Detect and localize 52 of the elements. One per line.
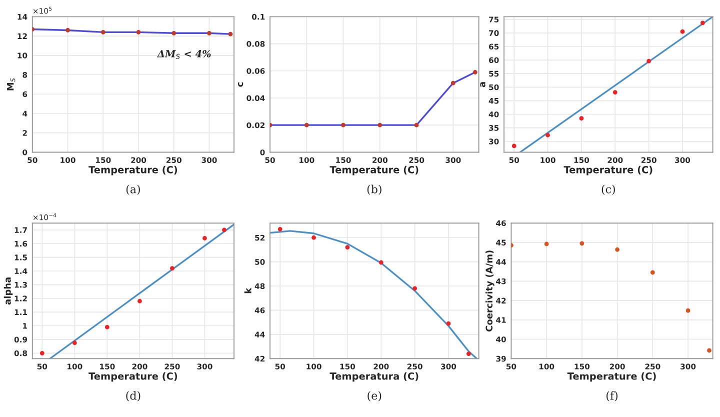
point [546, 132, 550, 138]
y-axis-title: k [244, 288, 252, 294]
text: (c) [602, 184, 615, 195]
point [412, 286, 418, 291]
point [345, 245, 350, 250]
point [138, 298, 142, 304]
point [304, 122, 309, 128]
point [646, 58, 652, 64]
point [312, 235, 316, 240]
x-axis-title: Temperatura (C) [330, 372, 418, 382]
x-axis-title: Temperature (C) [330, 166, 418, 176]
x-axis-title: Temperature (C) [564, 166, 652, 176]
point [680, 29, 685, 34]
point [341, 122, 346, 128]
point [615, 247, 620, 252]
annotation: ΔM$_{S}$ < 4% [156, 50, 211, 59]
point [466, 352, 471, 356]
point [700, 20, 705, 26]
text: (b) [367, 184, 382, 195]
y-axis-title: a [480, 82, 486, 88]
x-axis-title: Temperature (C) [88, 166, 178, 176]
x-axis-title: Temperature (C) [88, 372, 178, 382]
text: (f) [606, 391, 618, 402]
point [378, 260, 384, 265]
point [544, 242, 549, 246]
point [278, 226, 282, 232]
text: (a) [126, 184, 140, 195]
y-axis-title: Coercivity (A/m) [486, 250, 494, 332]
y-axis-title: c [238, 82, 244, 87]
point [512, 144, 516, 148]
point [580, 241, 584, 246]
point [612, 90, 618, 94]
point [579, 116, 584, 121]
point [202, 236, 207, 240]
point [707, 348, 712, 353]
y-axis-title: M$_{S}$ [7, 78, 16, 90]
point [222, 228, 226, 232]
point [450, 80, 456, 86]
point [472, 70, 478, 74]
point [40, 350, 44, 356]
point [104, 324, 110, 330]
x-axis-title: Temperature (C) [567, 372, 656, 382]
point [686, 308, 690, 313]
y-axis-title: alpha [4, 277, 13, 305]
text: (e) [368, 391, 382, 402]
point [72, 340, 77, 346]
point [170, 266, 174, 270]
point [414, 122, 419, 128]
point [650, 270, 655, 275]
text: (d) [126, 391, 140, 402]
point [378, 122, 382, 128]
point [446, 321, 451, 326]
